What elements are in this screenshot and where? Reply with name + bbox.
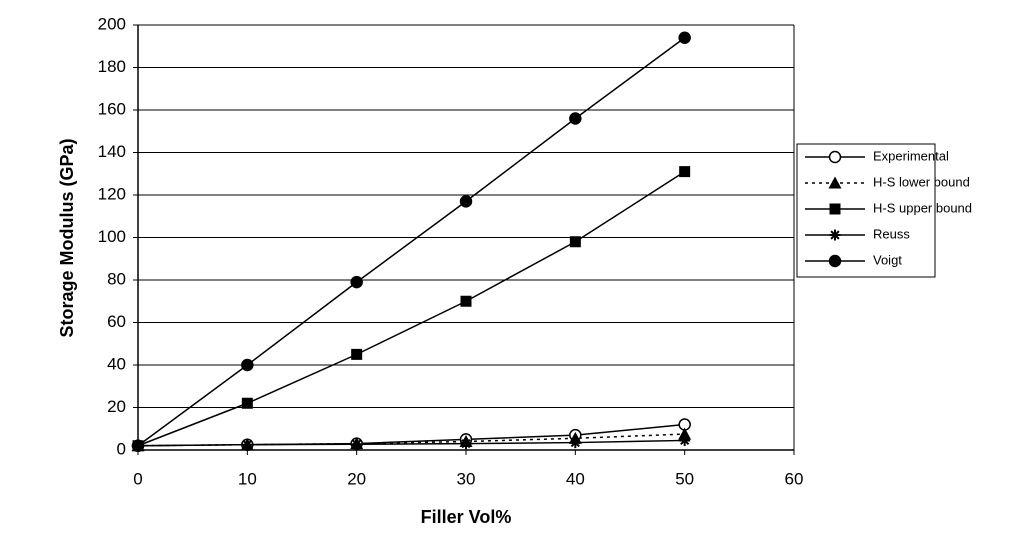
x-tick-label: 0 xyxy=(133,469,142,488)
x-tick-label: 60 xyxy=(785,469,804,488)
y-tick-label: 140 xyxy=(98,142,126,161)
y-axis-title: Storage Modulus (GPa) xyxy=(57,138,77,337)
marker xyxy=(679,434,691,446)
legend: Experimental H-S lower bound H-S upper bou… xyxy=(796,143,972,278)
legend-marker xyxy=(828,254,842,268)
legend-marker xyxy=(829,203,841,215)
marker xyxy=(678,31,691,44)
legend-label: Voigt xyxy=(873,252,902,267)
y-tick-label: 120 xyxy=(98,184,126,203)
x-tick-label: 20 xyxy=(347,469,366,488)
x-axis-title: Filler Vol% xyxy=(421,507,512,527)
series-line xyxy=(137,170,686,447)
marker xyxy=(460,438,472,450)
marker xyxy=(351,438,363,450)
marker xyxy=(569,437,581,449)
marker xyxy=(350,275,363,289)
marker xyxy=(241,358,254,372)
series-line xyxy=(137,37,686,447)
marker xyxy=(241,439,253,451)
x-tick-label: 50 xyxy=(675,469,694,488)
legend-marker xyxy=(828,150,842,164)
marker xyxy=(569,112,582,125)
marker xyxy=(679,166,691,178)
marker xyxy=(459,195,473,208)
y-tick-label: 20 xyxy=(107,397,126,416)
y-tick-label: 180 xyxy=(98,57,126,76)
legend-label: Reuss xyxy=(873,226,910,241)
y-tick-label: 40 xyxy=(107,354,126,373)
legend-label: Experimental xyxy=(873,148,949,163)
marker xyxy=(351,348,363,360)
series-line xyxy=(137,439,685,447)
x-tick-label: 10 xyxy=(238,469,257,488)
legend-marker xyxy=(828,176,842,189)
marker xyxy=(241,397,253,409)
legend-marker xyxy=(829,229,841,241)
marker xyxy=(460,295,472,307)
y-tick-label: 100 xyxy=(98,227,126,246)
marker xyxy=(131,439,145,452)
y-tick-label: 80 xyxy=(107,269,126,288)
y-tick-label: 60 xyxy=(107,312,126,331)
x-tick-label: 30 xyxy=(457,469,476,488)
y-tick-label: 0 xyxy=(117,439,126,458)
legend-label: H-S upper bound xyxy=(873,200,972,215)
x-tick-label: 40 xyxy=(566,469,585,488)
y-tick-label: 160 xyxy=(98,99,126,118)
y-tick-label: 200 xyxy=(98,14,126,33)
legend-label: H-S lower bound xyxy=(873,174,970,189)
legend-box xyxy=(796,143,936,278)
marker xyxy=(569,236,581,248)
